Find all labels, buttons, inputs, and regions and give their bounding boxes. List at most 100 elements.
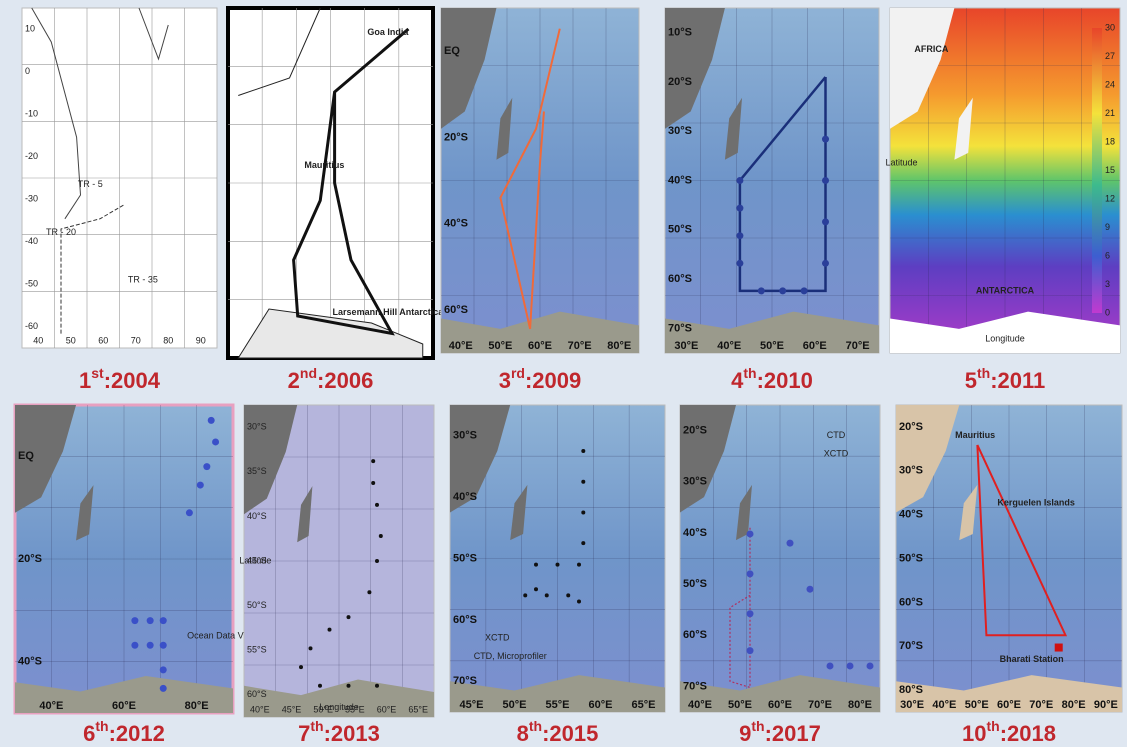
x-axis-label: 40°E (932, 699, 956, 711)
station-marker (523, 593, 527, 597)
y-axis-label: 40°S (683, 527, 707, 539)
map-annotation: Mauritius (304, 160, 344, 170)
station-marker (534, 563, 538, 567)
panel-caption: 5th:2011 (965, 365, 1046, 393)
station-marker (299, 665, 303, 669)
station-marker (736, 205, 743, 212)
x-axis-label: 70°E (846, 340, 870, 352)
y-axis-label: -20 (25, 151, 38, 161)
y-axis-label: EQ (18, 450, 34, 462)
x-axis-label: 55°E (546, 699, 570, 711)
map-annotation: Mauritius (955, 430, 995, 440)
y-axis-label: 20°S (444, 131, 468, 143)
station-marker (367, 590, 371, 594)
figure: 405060708090100-10-20-30-40-50-60TR - 5T… (0, 0, 1127, 747)
y-axis-label: 0 (25, 66, 30, 76)
panel-caption: 2nd:2006 (288, 365, 374, 393)
map-panel: 40°E50°E60°E70°E80°EEQ20°S40°S60°S3rd:20… (441, 8, 639, 393)
x-axis-label: 70 (131, 335, 141, 345)
y-axis-label: 60°S (453, 614, 477, 626)
caption-year: :2015 (542, 721, 598, 746)
colorbar-label: 9 (1105, 222, 1110, 232)
colorbar-label: 30 (1105, 22, 1115, 32)
caption-suffix: th (977, 365, 990, 381)
x-axis-label: 80°E (848, 699, 872, 711)
map-panel: 30°E40°E50°E60°E70°E80°E90°E20°S30°S40°S… (896, 405, 1122, 746)
x-axis-label: 80°E (1062, 699, 1086, 711)
y-axis-label: 10 (25, 24, 35, 34)
caption-suffix: th (751, 718, 764, 734)
y-axis-label: 50°S (453, 552, 477, 564)
station-marker (160, 642, 167, 649)
map-annotation: TR - 35 (128, 274, 158, 284)
station-marker (375, 503, 379, 507)
x-axis-label: 60°E (377, 704, 397, 714)
y-axis-label: 60°S (668, 273, 692, 285)
station-marker (581, 510, 585, 514)
station-marker (347, 615, 351, 619)
x-axis-label: 60°E (528, 340, 552, 352)
station-marker (318, 684, 322, 688)
colorbar-label: 27 (1105, 51, 1115, 61)
y-axis-label: 10°S (668, 27, 692, 39)
y-axis-label: 70°S (668, 322, 692, 334)
station-marker (566, 593, 570, 597)
caption-number: 8 (517, 721, 529, 746)
x-axis-label: 60°E (997, 699, 1021, 711)
colorbar-label: 21 (1105, 108, 1115, 118)
station-marker (371, 459, 375, 463)
y-axis-label: 50°S (247, 600, 267, 610)
caption-year: :2009 (525, 368, 581, 393)
station-marker (208, 417, 215, 424)
station-marker (827, 662, 834, 669)
map-annotation: ANTARCTICA (976, 285, 1035, 295)
map-annotation: Longitude (319, 702, 359, 712)
panel-caption: 3rd:2009 (499, 365, 582, 393)
caption-suffix: nd (300, 365, 317, 381)
station-marker (747, 610, 754, 617)
y-axis-label: 40°S (247, 511, 267, 521)
station-marker (371, 481, 375, 485)
station-marker (822, 260, 829, 267)
caption-suffix: st (91, 365, 104, 381)
map-annotation: Bharati Station (1000, 654, 1064, 664)
caption-year: :2006 (317, 368, 373, 393)
colorbar-label: 0 (1105, 307, 1110, 317)
station-marker (736, 177, 743, 184)
y-axis-label: 20°S (683, 424, 707, 436)
map-annotation: Goa India (367, 27, 409, 37)
caption-number: 6 (83, 721, 95, 746)
x-axis-label: 60°E (589, 699, 613, 711)
y-axis-label: 20°S (899, 421, 923, 433)
station-marker (545, 593, 549, 597)
colorbar-label: 24 (1105, 79, 1115, 89)
station-marker (131, 642, 138, 649)
station-marker (577, 563, 581, 567)
y-axis-label: 40°S (899, 509, 923, 521)
panel-caption: 9th:2017 (739, 718, 821, 746)
y-axis-label: 30°S (453, 430, 477, 442)
y-axis-label: 80°S (899, 684, 923, 696)
y-axis-label: 55°S (247, 645, 267, 655)
caption-number: 10 (962, 721, 986, 746)
x-axis-label: 50 (66, 335, 76, 345)
station-marker (801, 287, 808, 294)
station-marker (736, 260, 743, 267)
x-axis-label: 60 (98, 335, 108, 345)
caption-suffix: th (529, 718, 542, 734)
caption-year: :2010 (757, 368, 813, 393)
map-panel: Goa IndiaMauritiusLarsemann Hill Antarct… (228, 8, 444, 393)
caption-number: 2 (288, 368, 300, 393)
caption-suffix: th (310, 718, 323, 734)
map-panel: 30°E40°E50°E60°E70°E10°S20°S30°S40°S50°S… (665, 8, 879, 393)
y-axis-label: 40°S (668, 174, 692, 186)
station-marker (556, 563, 560, 567)
caption-year: :2013 (324, 721, 380, 746)
caption-year: :2018 (1000, 721, 1056, 746)
x-axis-label: 40 (33, 335, 43, 345)
panel-caption: 10th:2018 (962, 718, 1056, 746)
x-axis-label: 90°E (1094, 699, 1118, 711)
x-axis-label: 50°E (965, 699, 989, 711)
station-marker (212, 438, 219, 445)
station-marker (577, 599, 581, 603)
